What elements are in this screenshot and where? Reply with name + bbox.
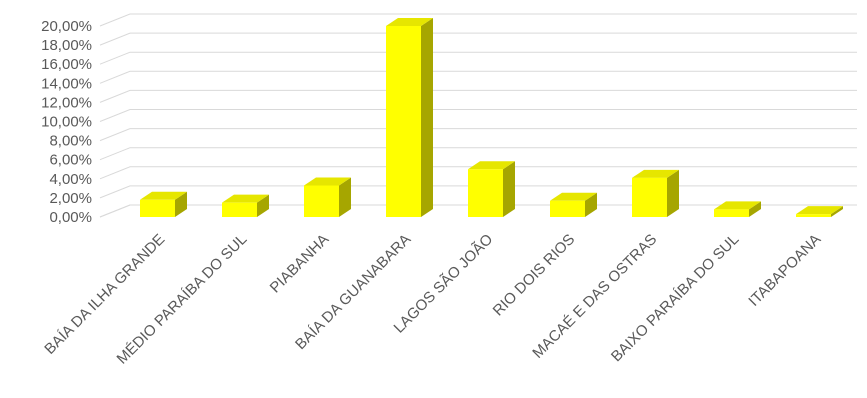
bar-top-face <box>796 206 843 215</box>
y-tick-label: 18,00% <box>41 37 92 54</box>
bar <box>222 194 269 217</box>
x-tick-label: ITABAPOANA <box>745 231 824 310</box>
gridline <box>99 147 857 161</box>
gridline <box>99 89 857 103</box>
bar <box>140 191 187 217</box>
bar-top-face <box>304 177 351 186</box>
bar-top-face <box>632 169 679 178</box>
bar-side-face <box>585 192 597 217</box>
bar-side-face <box>749 201 761 217</box>
y-tick-label: 20,00% <box>41 18 92 35</box>
bar-front-face <box>468 169 503 217</box>
y-tick-label: 14,00% <box>41 75 92 92</box>
bar <box>386 18 433 217</box>
bars <box>140 18 843 217</box>
bar-top-face <box>222 194 269 203</box>
bar <box>632 169 679 217</box>
bar-top-face <box>714 201 761 210</box>
bar-side-face <box>831 206 843 217</box>
y-tick-label: 12,00% <box>41 94 92 111</box>
bar <box>550 192 597 217</box>
y-tick-label: 10,00% <box>41 114 92 131</box>
bar-side-face <box>257 194 269 217</box>
bar <box>796 206 843 217</box>
bar-top-face <box>468 161 515 170</box>
y-axis: 0,00% 2,00% 4,00% 6,00% 8,00% 10,00% 12,00% 14,… <box>41 18 92 226</box>
y-tick-label: 4,00% <box>49 171 92 188</box>
bar-front-face <box>222 202 257 217</box>
bar-front-face <box>796 214 831 217</box>
bar-side-face <box>667 169 679 217</box>
bar-front-face <box>714 209 749 217</box>
y-tick-label: 6,00% <box>49 152 92 169</box>
x-tick-label: MÉDIO PARAÍBA DO SUL <box>114 231 251 368</box>
gridline <box>99 185 857 199</box>
gridline <box>99 70 857 84</box>
bar-front-face <box>386 26 421 217</box>
bar-top-face <box>386 18 433 26</box>
bar-side-face <box>421 18 433 217</box>
bar-top-face <box>550 192 597 201</box>
bar-front-face <box>632 177 667 217</box>
gridlines <box>99 13 857 218</box>
bar-side-face <box>175 191 187 217</box>
gridline <box>99 13 857 27</box>
gridline <box>99 109 857 122</box>
gridline <box>99 32 857 46</box>
y-tick-label: 8,00% <box>49 133 92 150</box>
bar-side-face <box>503 161 515 217</box>
gridline <box>99 166 857 180</box>
bar <box>714 201 761 217</box>
y-tick-label: 16,00% <box>41 56 92 73</box>
bar <box>304 177 351 217</box>
bar-side-face <box>339 177 351 217</box>
x-axis-floor <box>99 204 857 218</box>
gridline <box>99 128 857 142</box>
bar <box>468 161 515 217</box>
bar-front-face <box>550 200 585 217</box>
y-tick-label: 2,00% <box>49 190 92 207</box>
x-tick-label: PIABANHA <box>267 231 333 297</box>
bar-top-face <box>140 191 187 200</box>
bar-front-face <box>304 185 339 217</box>
gridline <box>99 51 857 65</box>
bar-front-face <box>140 199 175 217</box>
x-tick-label: RIO DOIS RIOS <box>490 231 579 320</box>
y-tick-label: 0,00% <box>49 209 92 226</box>
